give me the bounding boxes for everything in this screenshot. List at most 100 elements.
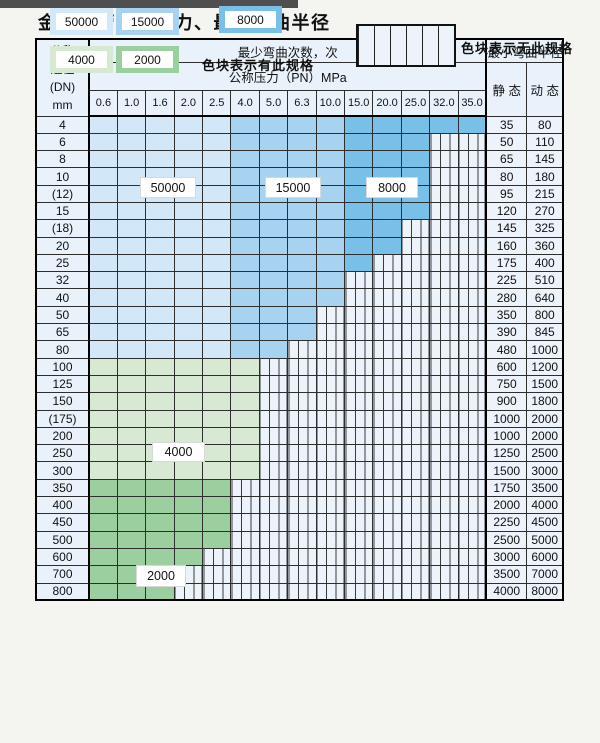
spec-cell	[145, 357, 175, 376]
spec-cell	[202, 305, 232, 325]
no-spec-cell	[258, 444, 289, 463]
spec-cell	[116, 409, 147, 428]
static-value: 50	[485, 132, 527, 152]
static-value: 480	[485, 340, 527, 359]
spec-cell	[400, 150, 431, 169]
dynamic-value: 80	[525, 115, 564, 134]
spec-cell	[88, 513, 118, 532]
no-spec-cell	[429, 288, 459, 307]
no-spec-cell	[258, 496, 289, 515]
no-spec-cell	[400, 357, 431, 376]
pressure-col-header: 25.0	[400, 90, 431, 117]
no-spec-cell	[400, 426, 431, 446]
spec-cell	[173, 219, 204, 238]
table-row: 250 1250 2500	[35, 444, 564, 463]
spec-cell	[344, 115, 374, 134]
spec-cell	[202, 409, 232, 428]
no-spec-cell	[429, 496, 459, 515]
dynamic-value: 1000	[525, 340, 564, 359]
no-spec-cell	[429, 150, 459, 169]
dn-cell: 80	[35, 340, 90, 359]
dn-cell: 300	[35, 461, 90, 480]
no-spec-cell	[258, 426, 289, 446]
no-spec-cell	[315, 409, 346, 428]
dynamic-value: 2000	[525, 409, 564, 428]
spec-cell	[116, 530, 147, 549]
spec-cell	[315, 201, 346, 221]
spec-cell	[116, 513, 147, 532]
dynamic-header: 动 态	[525, 62, 564, 117]
no-spec-cell	[372, 513, 402, 532]
no-spec-cell	[287, 565, 317, 584]
spec-cell	[258, 253, 289, 273]
table-row: 65 390 845	[35, 323, 564, 342]
no-spec-cell	[457, 271, 487, 290]
no-spec-cell	[400, 305, 431, 325]
spec-cell	[230, 201, 260, 221]
no-spec-cell	[230, 582, 260, 601]
no-spec-cell	[457, 201, 487, 221]
spec-cell	[173, 392, 204, 411]
spec-cell	[287, 132, 317, 152]
no-spec-cell	[400, 409, 431, 428]
static-value: 2000	[485, 496, 527, 515]
region-label-15000: 15000	[265, 177, 321, 198]
no-spec-cell	[400, 236, 431, 255]
static-value: 65	[485, 150, 527, 169]
pressure-col-header: 2.5	[202, 90, 232, 117]
no-spec-cell	[344, 530, 374, 549]
spec-cell	[202, 513, 232, 532]
spec-cell	[145, 253, 175, 273]
no-spec-cell	[457, 184, 487, 203]
static-value: 1250	[485, 444, 527, 463]
legend-swatch-label: 50000	[56, 13, 107, 30]
no-spec-cell	[287, 392, 317, 411]
no-spec-cell	[429, 167, 459, 186]
no-spec-cell	[429, 565, 459, 584]
no-spec-cell	[457, 547, 487, 567]
no-spec-cell	[315, 496, 346, 515]
no-spec-cell	[429, 409, 459, 428]
dynamic-value: 4500	[525, 513, 564, 532]
no-spec-cell	[372, 253, 402, 273]
spec-cell	[88, 547, 118, 567]
no-spec-cell	[344, 565, 374, 584]
spec-cell	[116, 496, 147, 515]
no-spec-cell	[230, 565, 260, 584]
dn-cell: 4	[35, 115, 90, 134]
spec-cell	[173, 323, 204, 342]
spec-cell	[202, 271, 232, 290]
no-spec-cell	[457, 340, 487, 359]
no-spec-cell	[202, 565, 232, 584]
legend-swatch-label: 8000	[225, 11, 276, 28]
spec-cell	[230, 219, 260, 238]
dynamic-value: 6000	[525, 547, 564, 567]
no-spec-cell	[457, 530, 487, 549]
spec-cell	[287, 219, 317, 238]
spec-cell	[287, 201, 317, 221]
no-spec-cell	[400, 478, 431, 498]
spec-cell	[372, 219, 402, 238]
static-value: 1000	[485, 426, 527, 446]
static-value: 600	[485, 357, 527, 376]
table-row: 4 35 80	[35, 115, 564, 134]
spec-cell	[116, 392, 147, 411]
spec-cell	[344, 201, 374, 221]
legend-swatch-8000: 8000	[219, 6, 282, 33]
spec-cell	[230, 357, 260, 376]
no-spec-cell	[287, 582, 317, 601]
table-row: 8 65 145	[35, 150, 564, 169]
no-spec-cell	[258, 478, 289, 498]
spec-cell	[116, 305, 147, 325]
no-spec-cell	[372, 357, 402, 376]
pressure-col-header: 15.0	[344, 90, 374, 117]
dynamic-value: 510	[525, 271, 564, 290]
no-spec-cell	[400, 565, 431, 584]
table-row: 80 480 1000	[35, 340, 564, 359]
no-spec-cell	[287, 357, 317, 376]
pressure-col-header: 35.0	[457, 90, 487, 117]
no-spec-cell	[258, 461, 289, 480]
no-spec-cell	[400, 530, 431, 549]
spec-cell	[230, 374, 260, 394]
dn-cell: 350	[35, 478, 90, 498]
